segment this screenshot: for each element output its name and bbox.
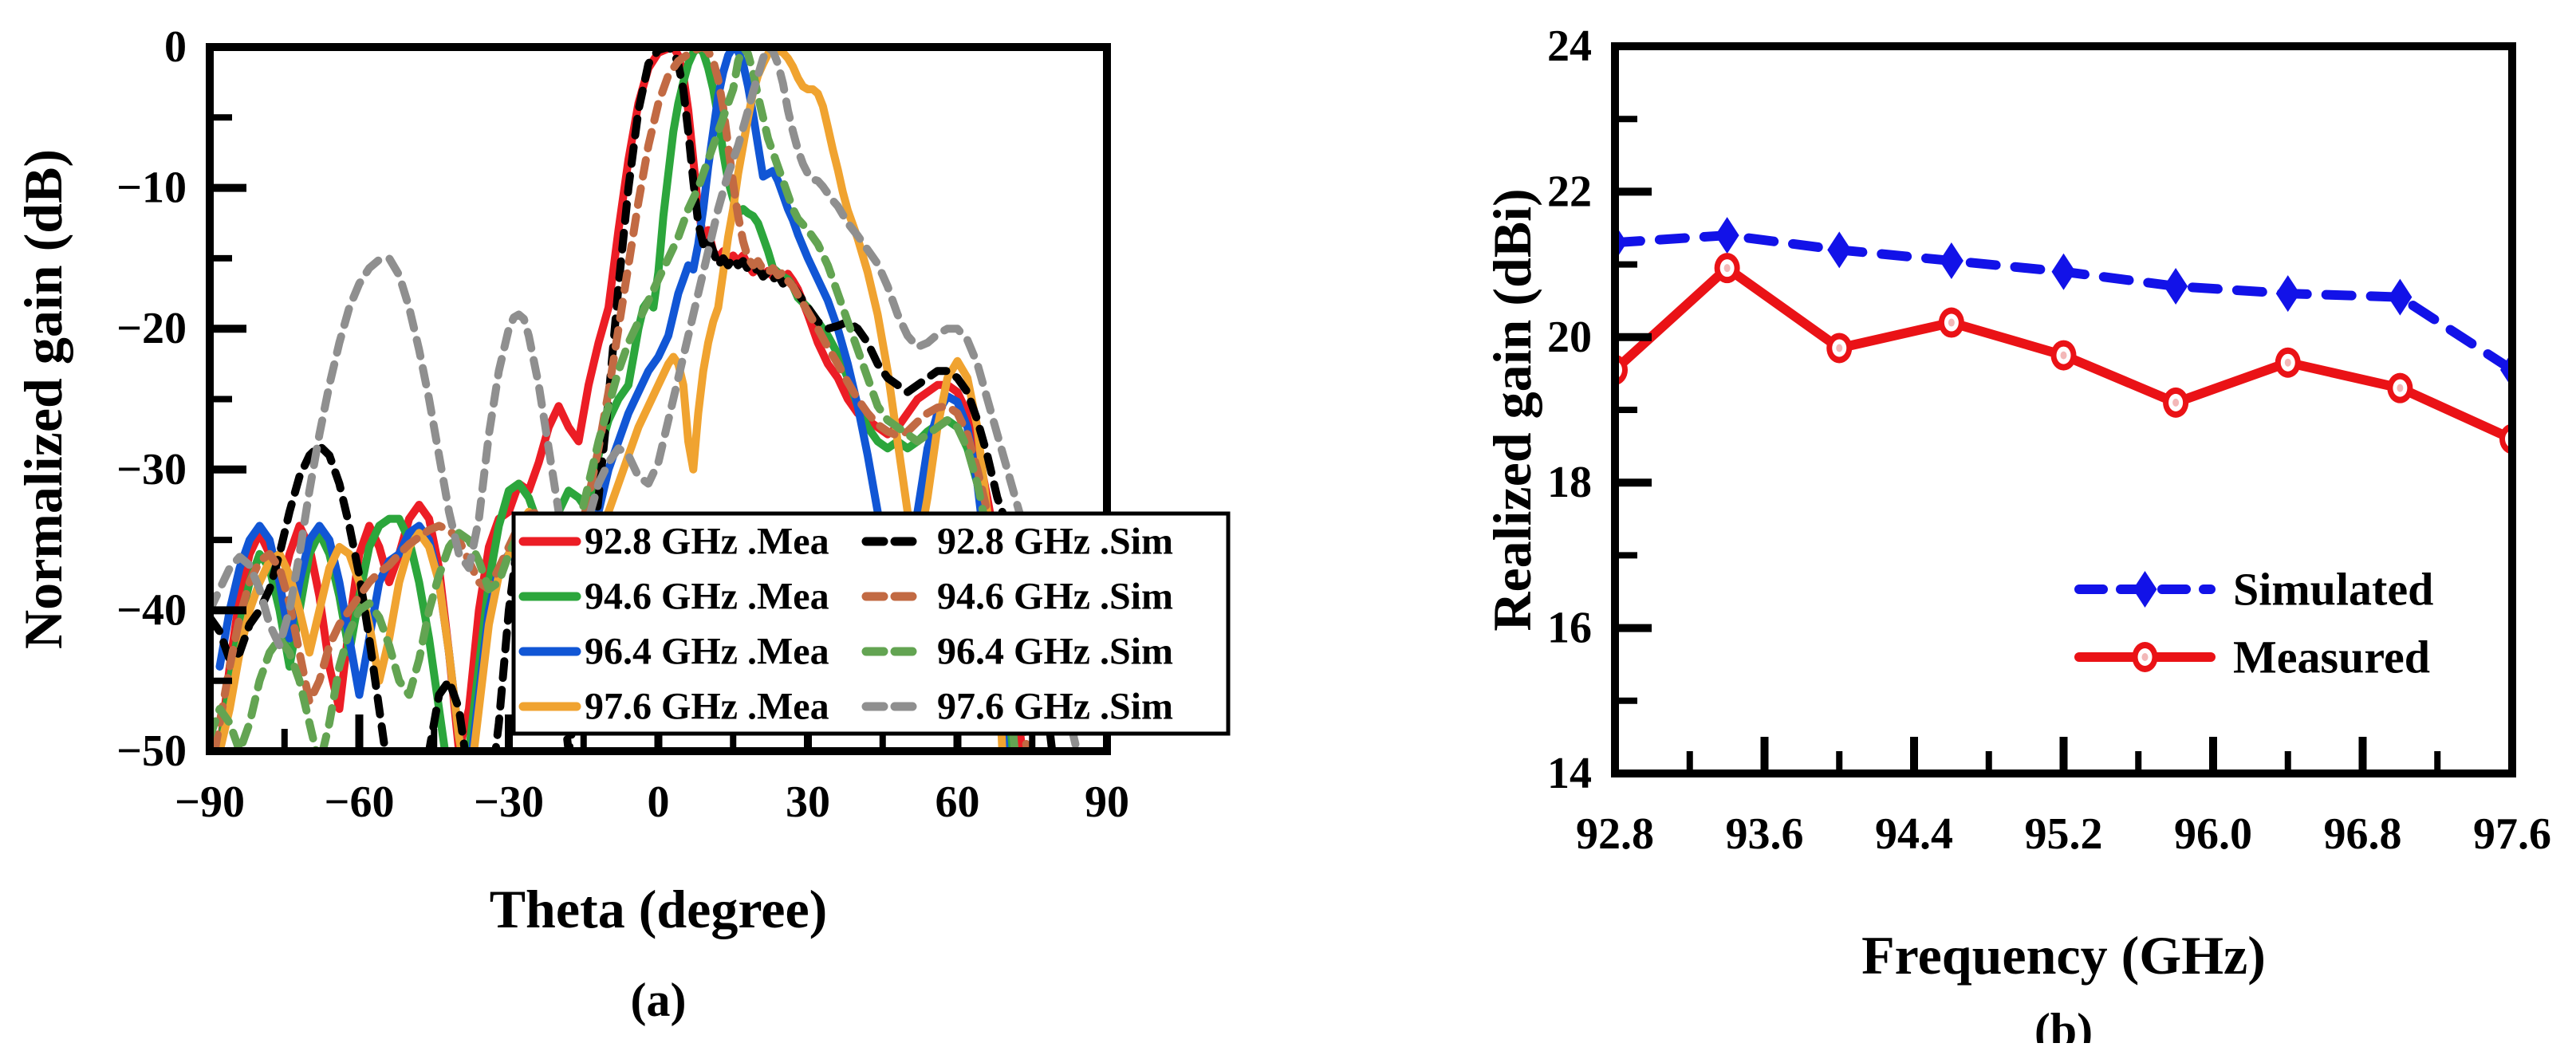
panel-b: 92.8 93.6 94.4 95.2 96.0 96.8 97.6 24 22 20 18 16 14… (1482, 22, 2551, 1047)
y-axis-title: Realized gain (dBi) (1482, 188, 1542, 631)
circle-marker-core (2397, 384, 2404, 392)
x-tick-label: 0 (648, 777, 670, 827)
curves-b (1615, 217, 2512, 455)
y-tick-label: −50 (116, 726, 187, 776)
circle-marker-core (1836, 344, 1843, 352)
panel-caption: (a) (631, 974, 687, 1026)
y-tick-label: 22 (1547, 167, 1592, 216)
x-tick-label: −30 (474, 777, 544, 827)
legend-b-label: Measured (2233, 632, 2430, 683)
circle-marker-core (2172, 398, 2180, 407)
x-tick-label: 60 (935, 777, 980, 827)
y-tick-label: −40 (116, 585, 187, 635)
x-tick-label: 93.6 (1726, 809, 1804, 859)
y-axis-title: Normalized gain (dB) (13, 149, 73, 649)
diamond-marker (2133, 571, 2157, 608)
x-tick-label: −60 (325, 777, 395, 827)
legend-a-label: 96.4 GHz .Sim (937, 631, 1173, 673)
legend-a: 92.8 GHz .Mea 94.6 GHz .Mea 96.4 GHz .Mea 9… (511, 511, 1231, 736)
legend-a-label: 96.4 GHz .Mea (585, 631, 829, 673)
circle-marker-core (1948, 318, 1955, 327)
x-tick-label: 94.4 (1875, 809, 1953, 859)
y-tick-label: 20 (1547, 313, 1592, 362)
circle-marker-core (1723, 264, 1731, 273)
legend-a-label: 97.6 GHz .Sim (937, 686, 1173, 728)
series-line-a-3 (215, 47, 1006, 751)
y-tick-label: −30 (116, 445, 187, 494)
x-tick-label: 90 (1085, 777, 1129, 827)
x-tick-label: 96.0 (2174, 809, 2252, 859)
panel-caption: (b) (2034, 1004, 2093, 1043)
series-line-a-6 (210, 47, 1019, 751)
legend-a-label: 97.6 GHz .Mea (585, 686, 829, 728)
y-tick-label: 18 (1547, 458, 1592, 507)
x-tick-label: 30 (786, 777, 830, 827)
legend-b-label: Simulated (2233, 564, 2433, 616)
legend-a-box (511, 511, 1231, 736)
diamond-marker (1827, 231, 1852, 269)
legend-a-label: 94.6 GHz .Mea (585, 576, 829, 618)
series-line-a-4 (210, 47, 1057, 751)
panel-a: −90 −60 −30 0 30 60 90 0 −10 −20 −30 −40 −50 Theta (d… (13, 22, 1231, 1026)
diamond-marker (2051, 253, 2076, 290)
circle-marker-core (2060, 351, 2067, 360)
x-tick-label: 97.6 (2473, 809, 2551, 859)
x-axis-title: Frequency (GHz) (1861, 925, 2266, 986)
x-tick-label: 96.8 (2324, 809, 2402, 859)
y-tick-label: 16 (1547, 604, 1592, 653)
legend-a-label: 92.8 GHz .Sim (937, 521, 1173, 563)
diamond-marker (1939, 242, 1964, 280)
diamond-marker (1715, 217, 1739, 254)
curves-a (210, 47, 1081, 751)
legend-a-label: 94.6 GHz .Sim (937, 576, 1173, 618)
circle-marker-core (2141, 653, 2149, 661)
legend-b: Simulated Measured (2074, 564, 2433, 683)
y-tick-label: 0 (164, 22, 187, 72)
x-tick-label: 95.2 (2025, 809, 2103, 859)
x-tick-label: 92.8 (1576, 809, 1654, 859)
x-axis-title: Theta (degree) (490, 879, 828, 939)
y-tick-label: −10 (116, 163, 187, 213)
circle-marker-core (2284, 358, 2291, 367)
diamond-marker (2388, 278, 2413, 316)
diamond-marker (2275, 275, 2300, 313)
y-tick-label: 14 (1547, 749, 1592, 798)
diamond-marker (2164, 267, 2188, 305)
series-line-a-5 (211, 47, 1031, 751)
legend-a-label: 92.8 GHz .Mea (585, 521, 829, 563)
x-tick-label: −90 (175, 777, 245, 827)
y-tick-label: 24 (1547, 22, 1592, 71)
y-tick-label: −20 (116, 304, 187, 353)
series-line-a-7 (210, 47, 1081, 751)
